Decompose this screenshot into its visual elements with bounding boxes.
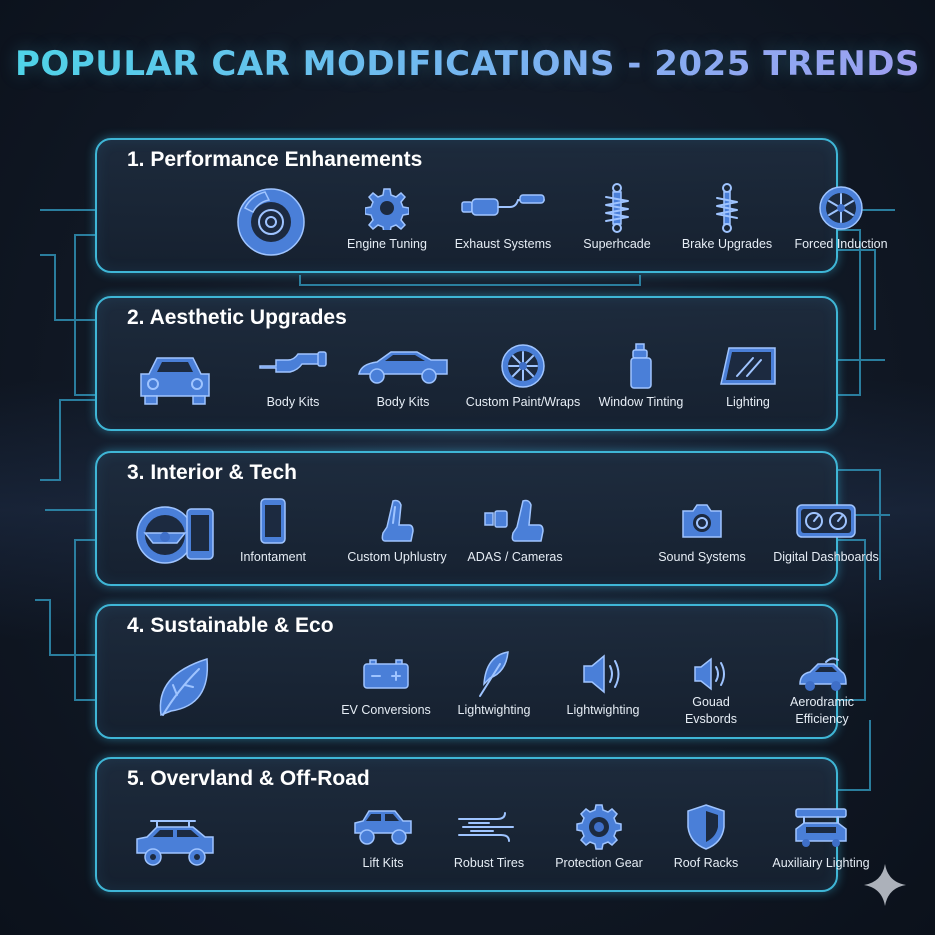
item-label: Digital Dashboards	[773, 550, 879, 564]
item-label: Aerodramic Efficiency	[790, 695, 854, 726]
item-label: Auxiliairy Lighting	[772, 856, 870, 870]
tire-gear-icon	[535, 803, 663, 851]
item-auxiliary-lighting: Auxiliairy Lighting	[757, 803, 885, 887]
item-body-kits-2: Body Kits	[339, 342, 467, 426]
item-label: Window Tinting	[598, 395, 684, 409]
seat-icon	[333, 497, 461, 545]
dashboard-gauges-icon	[762, 497, 890, 545]
item-label: Body Kits	[376, 395, 430, 409]
speaker-small-icon	[647, 650, 775, 698]
section-title: 2. Aesthetic Upgrades	[127, 306, 347, 329]
item-label: Exhaust Systems	[454, 237, 552, 251]
item-label: Lift Kits	[362, 856, 404, 870]
item-ev-conversions: EV Conversions	[322, 650, 450, 734]
camera-seat-icon	[451, 497, 579, 545]
aero-car-icon	[758, 650, 886, 698]
coilover-spring-icon	[553, 183, 681, 233]
roof-rack-icon	[757, 803, 885, 851]
item-label: Brake Upgrades	[681, 237, 773, 251]
item-brake-upgrades: Brake Upgrades	[663, 183, 791, 268]
item-label: Roof Racks	[673, 856, 739, 870]
section-title: 5. Overvland & Off-Road	[127, 767, 370, 790]
item-label: Superhcade	[583, 237, 651, 251]
item-custom-paint: Custom Paint/Wraps	[459, 342, 587, 426]
shield-icon	[642, 803, 770, 851]
pipe-icon	[229, 342, 357, 390]
item-forced-induction: Forced Induction	[777, 184, 905, 268]
item-lightweighting: Lightwighting	[430, 650, 558, 734]
section-aesthetic: 2. Aesthetic Upgrades Body Kits Body Kit…	[95, 296, 838, 431]
item-infotainment: Infontament	[209, 497, 337, 581]
item-robust-tires: Robust Tires	[425, 803, 553, 887]
item-engine-tuning: Engine Tuning	[323, 184, 451, 268]
item-body-kits: Body Kits	[229, 342, 357, 426]
item-adas-cameras: ADAS / Cameras	[451, 497, 579, 581]
item-label: Lightwighting	[566, 703, 640, 717]
item-lighting: Lighting	[684, 342, 812, 426]
wheel-icon	[459, 342, 587, 390]
gear-icon	[323, 184, 451, 232]
leaf-icon	[141, 652, 225, 724]
steering-wheel-phone-icon	[135, 499, 219, 571]
camera-icon	[638, 497, 766, 545]
item-label: Lightwighting	[457, 703, 531, 717]
item-digital-dashboards: Digital Dashboards	[762, 497, 890, 581]
speaker-icon	[539, 650, 667, 698]
item-sound-systems: Sound Systems	[638, 497, 766, 581]
jeep-icon	[319, 803, 447, 851]
item-window-tinting: Window Tinting	[577, 342, 705, 426]
sports-car-icon	[339, 342, 467, 390]
spray-can-icon	[577, 342, 705, 390]
turbo-icon	[777, 184, 905, 232]
page-title: POPULAR CAR MODIFICATIONS - 2025 TRENDS	[0, 44, 935, 84]
item-roof-racks: Roof Racks	[642, 803, 770, 887]
item-label: Custom Uphlustry	[347, 550, 447, 564]
spring-icon	[663, 183, 791, 233]
item-exhaust-systems: Exhaust Systems	[439, 184, 567, 268]
section-title: 4. Sustainable & Eco	[127, 614, 334, 637]
battery-icon	[322, 650, 450, 698]
item-label: Infontament	[239, 550, 306, 564]
item-sound-boards: Gouad Evsbords	[647, 650, 775, 734]
item-aerodynamic-efficiency: Aerodramic Efficiency	[758, 650, 886, 734]
item-label: ADAS / Cameras	[467, 550, 563, 564]
item-protection-gear: Protection Gear	[535, 803, 663, 887]
section-title: 3. Interior & Tech	[127, 461, 297, 484]
phone-icon	[209, 497, 337, 545]
item-custom-upholstery: Custom Uphlustry	[333, 497, 461, 581]
item-lightweighting-2: Lightwighting	[539, 650, 667, 734]
suv-icon	[133, 805, 217, 877]
item-label: Robust Tires	[453, 856, 525, 870]
sparkle-icon	[864, 864, 906, 906]
section-performance: 1. Performance Enhanements Engine Tuning…	[95, 138, 888, 273]
item-label: Sound Systems	[658, 550, 746, 564]
item-suspension: Superhcade	[553, 183, 681, 268]
item-label: Forced Induction	[794, 237, 888, 251]
window-glass-icon	[684, 342, 812, 390]
item-label: Lighting	[726, 395, 770, 409]
car-front-icon	[133, 344, 217, 416]
exhaust-pipe-icon	[439, 184, 567, 232]
feather-icon	[430, 650, 558, 698]
section-interior-tech: 3. Interior & Tech Infontament Custom Up…	[95, 451, 879, 586]
item-label: EV Conversions	[341, 703, 431, 717]
item-label: Gouad Evsbords	[684, 695, 738, 726]
brake-disc-icon	[229, 186, 313, 258]
item-label: Body Kits	[266, 395, 320, 409]
section-overland-offroad: 5. Overvland & Off-Road Lift Kits Robust…	[95, 757, 870, 892]
item-lift-kits: Lift Kits	[319, 803, 447, 887]
wind-icon	[425, 803, 553, 851]
item-label: Custom Paint/Wraps	[465, 395, 581, 409]
section-title: 1. Performance Enhanements	[127, 148, 423, 171]
item-label: Engine Tuning	[347, 237, 427, 251]
section-sustainable-eco: 4. Sustainable & Eco EV Conversions Ligh…	[95, 604, 854, 739]
item-label: Protection Gear	[555, 856, 643, 870]
